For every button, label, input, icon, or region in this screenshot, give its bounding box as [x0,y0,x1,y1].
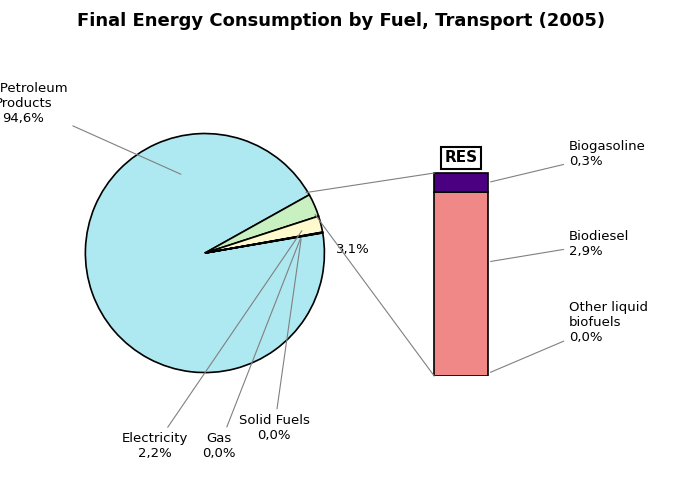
Text: RES: RES [445,150,477,165]
Wedge shape [205,195,318,253]
Wedge shape [205,232,322,253]
Text: 3,1%: 3,1% [337,243,370,256]
Text: All Petroleum
Products
94,6%: All Petroleum Products 94,6% [0,82,181,174]
Wedge shape [85,134,324,373]
Text: Gas
0,0%: Gas 0,0% [202,239,301,460]
Text: Solid Fuels
0,0%: Solid Fuels 0,0% [239,239,309,442]
Bar [434,192,488,376]
Wedge shape [205,216,322,253]
Text: Other liquid
biofuels
0,0%: Other liquid biofuels 0,0% [490,301,648,372]
Text: Final Energy Consumption by Fuel, Transport (2005): Final Energy Consumption by Fuel, Transp… [77,12,606,30]
Bar [434,173,488,192]
Wedge shape [205,232,322,253]
Text: Biogasoline
0,3%: Biogasoline 0,3% [490,140,646,182]
Text: Biodiesel
2,9%: Biodiesel 2,9% [490,229,630,261]
Text: Electricity
2,2%: Electricity 2,2% [122,231,302,460]
